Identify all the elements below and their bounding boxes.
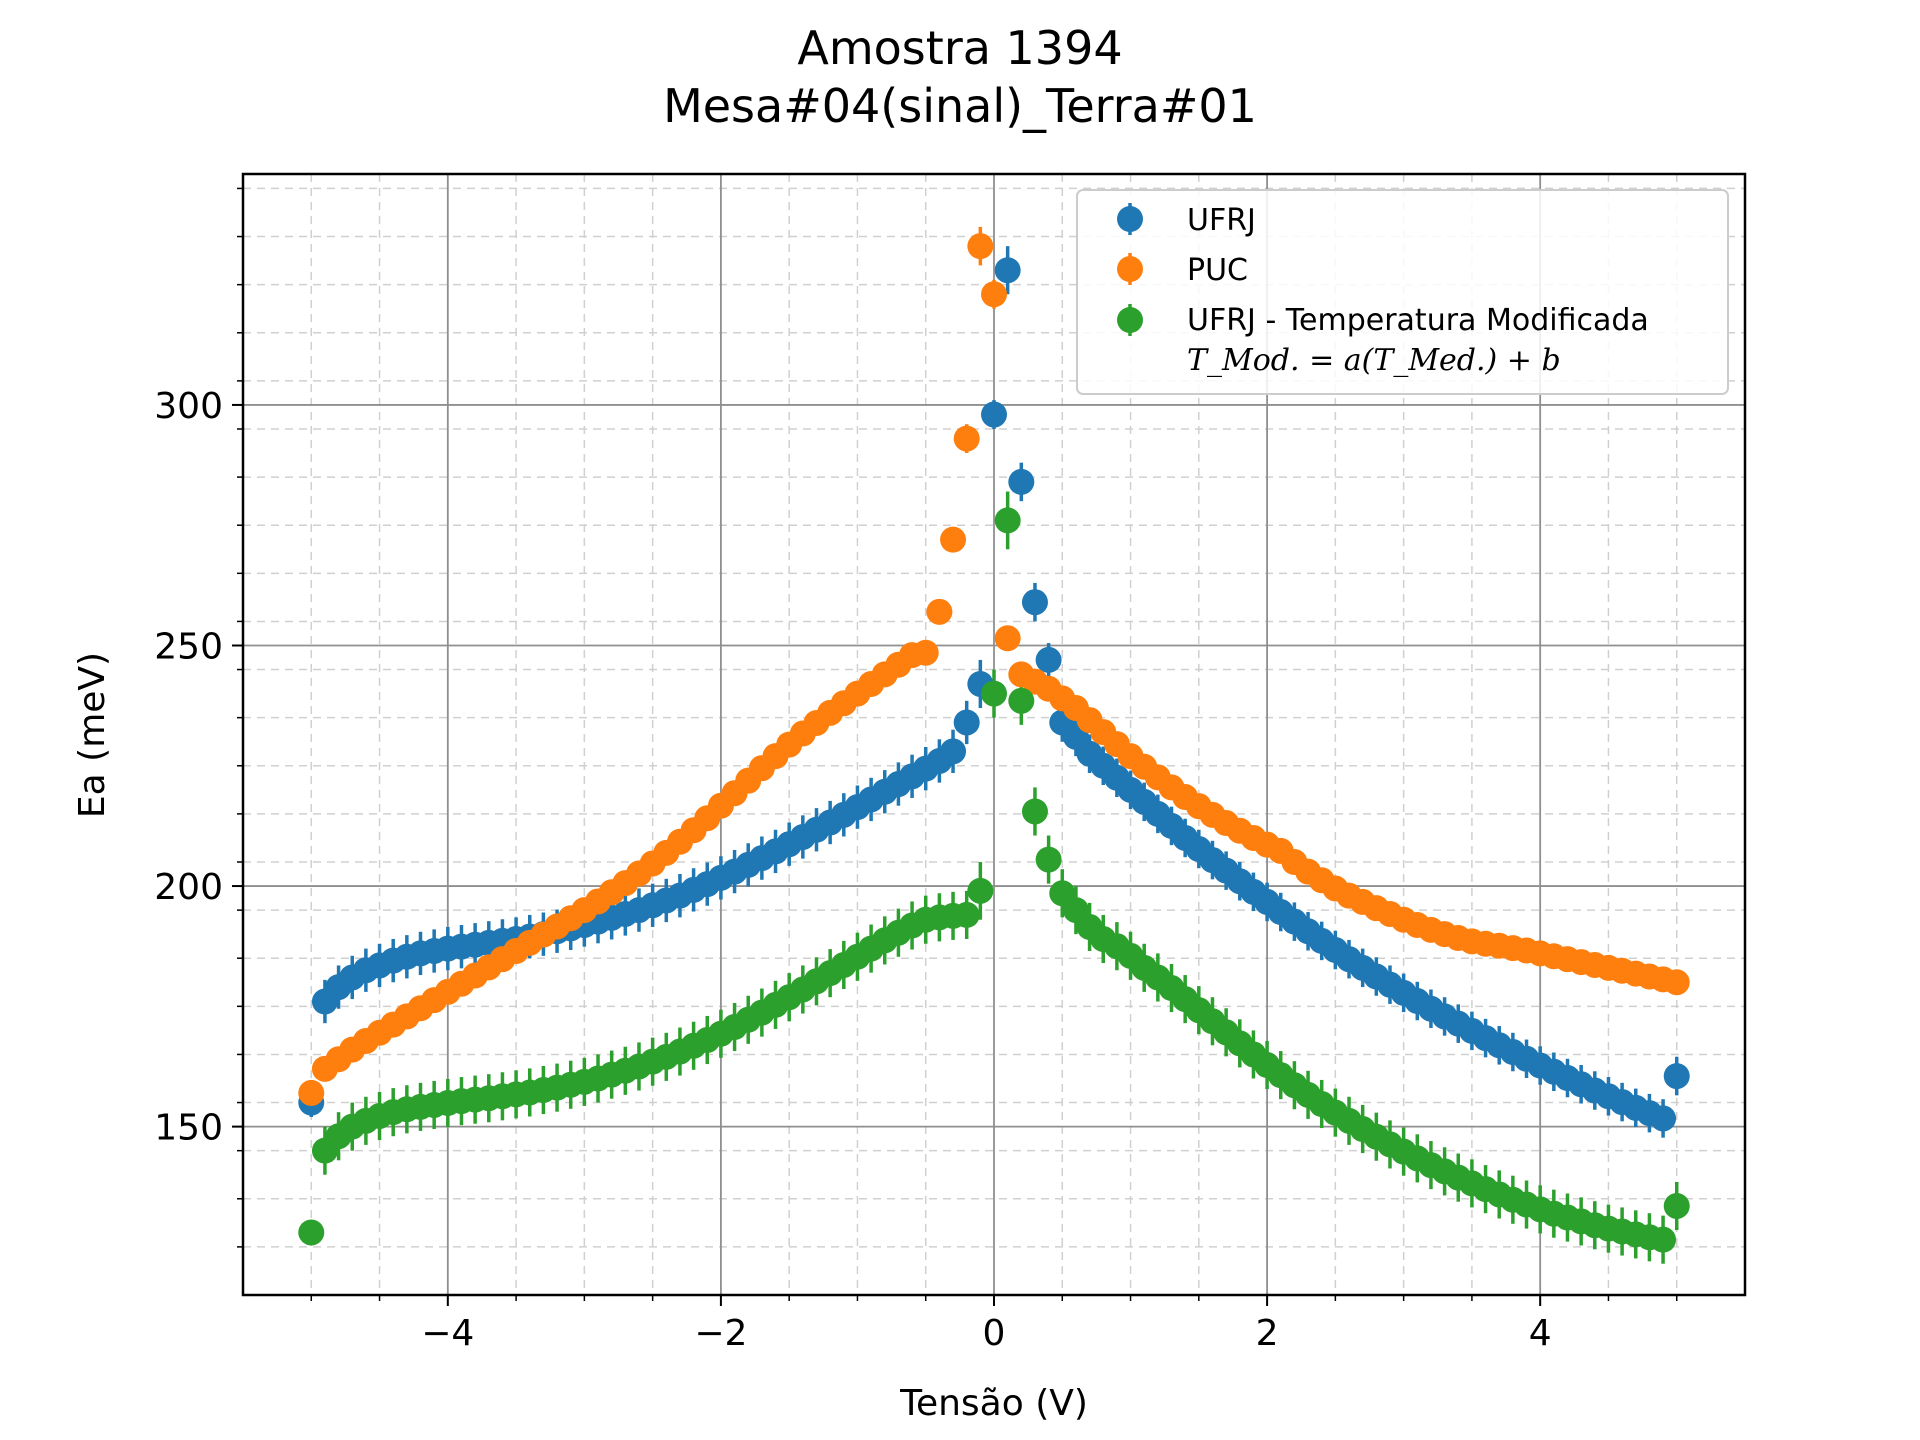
legend-marker-1 [1117,206,1143,232]
data-point-2 [926,598,953,625]
data-point-1 [994,257,1021,284]
data-point-2 [1663,969,1690,996]
data-point-1 [981,401,1007,428]
x-axis-label: Tensão (V) [899,1383,1088,1424]
data-point-3 [1008,687,1035,714]
legend-label-1: UFRJ [1187,203,1256,238]
data-point-2 [981,281,1007,308]
data-point-1 [1663,1063,1690,1090]
x-tick-label: 4 [1529,1313,1552,1354]
data-point-1 [1021,589,1048,616]
legend-formula: T_Mod. = a(T_Med.) + b [1187,343,1561,378]
data-point-2 [953,425,980,452]
data-point-2 [298,1079,325,1106]
x-tick-label: −4 [421,1313,474,1354]
legend: UFRJ PUC UFRJ - Temperatura Modificada T_M… [1076,189,1729,395]
data-point-3 [967,877,994,904]
data-point-3 [994,507,1021,534]
data-point-3 [981,680,1007,707]
data-point-1 [940,738,967,765]
data-point-3 [1021,798,1048,825]
data-markers [298,233,1690,1253]
data-point-1 [953,709,980,736]
data-point-2 [940,526,967,553]
legend-box [1076,189,1729,395]
data-point-3 [298,1219,325,1246]
legend-label-3: UFRJ - Temperatura Modificada [1187,303,1649,338]
data-point-2 [912,639,939,666]
x-tick-label: −2 [694,1313,747,1354]
chart-title: Amostra 1394 [797,21,1122,75]
legend-entries: UFRJ PUC UFRJ - Temperatura Modificada [1117,203,1649,338]
y-tick-label: 300 [154,386,223,427]
data-point-3 [1035,846,1062,873]
data-point-3 [953,901,980,928]
legend-marker-2 [1117,256,1143,282]
y-tick-label: 150 [154,1108,223,1149]
legend-marker-3 [1117,307,1143,333]
legend-label-2: PUC [1187,253,1248,288]
x-tick-label: 2 [1256,1313,1279,1354]
chart-subtitle: Mesa#04(sinal)_Terra#01 [663,79,1257,133]
y-tick-label: 200 [154,867,223,908]
x-tick-label: 0 [983,1313,1006,1354]
data-point-1 [1650,1105,1677,1132]
axis-ticks: −4 −2 0 2 4 150 200 250 300 [154,187,1678,1354]
data-point-1 [1008,468,1035,495]
data-point-2 [967,233,994,260]
y-axis-label: Ea (meV) [72,652,113,818]
y-tick-label: 250 [154,626,223,667]
data-point-2 [994,625,1021,652]
data-point-1 [1035,646,1062,673]
data-point-3 [1663,1192,1690,1219]
data-point-3 [1650,1226,1677,1253]
